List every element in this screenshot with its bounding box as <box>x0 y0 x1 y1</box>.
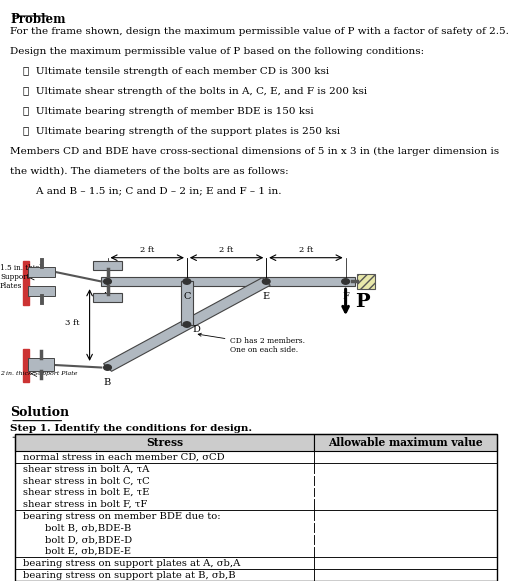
Text: 2 ft: 2 ft <box>140 246 155 254</box>
Polygon shape <box>28 267 55 277</box>
Polygon shape <box>181 282 193 325</box>
Text: bolt E, σb,BDE-E: bolt E, σb,BDE-E <box>45 547 131 556</box>
Bar <box>314 475 497 487</box>
Text: E: E <box>263 292 270 301</box>
Bar <box>314 487 497 498</box>
Bar <box>15 475 314 487</box>
Bar <box>314 434 497 451</box>
Text: D: D <box>192 325 200 333</box>
Polygon shape <box>23 261 29 305</box>
Text: ✓  Ultimate shear strength of the bolts in A, C, E, and F is 200 ksi: ✓ Ultimate shear strength of the bolts i… <box>23 87 367 96</box>
Circle shape <box>103 365 112 370</box>
Text: P: P <box>355 293 370 311</box>
Text: Stress: Stress <box>146 437 183 448</box>
Text: the width). The diameters of the bolts are as follows:: the width). The diameters of the bolts a… <box>10 167 289 176</box>
Text: Problem: Problem <box>10 13 66 26</box>
Text: 1.5 in. thick
Support
Plates: 1.5 in. thick Support Plates <box>0 264 44 290</box>
Bar <box>314 522 497 534</box>
Polygon shape <box>93 261 122 270</box>
Text: ✓  Ultimate bearing strength of the support plates is 250 ksi: ✓ Ultimate bearing strength of the suppo… <box>23 127 340 136</box>
Text: Allowable maximum value: Allowable maximum value <box>328 437 483 448</box>
Bar <box>15 522 314 534</box>
Bar <box>15 510 314 522</box>
Bar <box>314 510 497 522</box>
Circle shape <box>183 279 191 284</box>
Bar <box>15 451 314 463</box>
Bar <box>15 463 314 475</box>
Text: bolt B, σb,BDE-B: bolt B, σb,BDE-B <box>45 523 132 532</box>
Bar <box>15 557 314 569</box>
Bar <box>15 546 314 557</box>
Polygon shape <box>101 277 355 286</box>
Bar <box>314 498 497 510</box>
Text: bolt D, σb,BDE-D: bolt D, σb,BDE-D <box>45 535 133 544</box>
Polygon shape <box>28 358 54 371</box>
Text: shear stress in bolt A, τA: shear stress in bolt A, τA <box>23 465 149 474</box>
Polygon shape <box>23 349 29 382</box>
Text: Members CD and BDE have cross-sectional dimensions of 5 in x 3 in (the larger di: Members CD and BDE have cross-sectional … <box>10 147 499 156</box>
Text: 3 ft: 3 ft <box>65 319 79 327</box>
Bar <box>15 569 314 581</box>
Polygon shape <box>28 286 55 296</box>
Text: 2 in. thick Support Plate: 2 in. thick Support Plate <box>0 371 77 376</box>
Text: A: A <box>101 292 109 301</box>
Text: C: C <box>183 292 190 301</box>
Bar <box>314 451 497 463</box>
Bar <box>314 569 497 581</box>
Text: Solution: Solution <box>10 406 69 419</box>
Text: ✓  Ultimate bearing strength of member BDE is 150 ksi: ✓ Ultimate bearing strength of member BD… <box>23 107 313 116</box>
Text: A and B – 1.5 in; C and D – 2 in; E and F – 1 in.: A and B – 1.5 in; C and D – 2 in; E and … <box>10 187 282 196</box>
Text: ✓  Ultimate tensile strength of each member CD is 300 ksi: ✓ Ultimate tensile strength of each memb… <box>23 67 329 76</box>
Circle shape <box>263 279 270 284</box>
Text: normal stress in each member CD, σCD: normal stress in each member CD, σCD <box>23 453 224 462</box>
Polygon shape <box>103 278 270 371</box>
Polygon shape <box>357 274 375 289</box>
Bar <box>15 498 314 510</box>
Bar <box>15 534 314 546</box>
Text: CD has 2 members.
One on each side.: CD has 2 members. One on each side. <box>198 333 305 354</box>
Bar <box>314 557 497 569</box>
Text: shear stress in bolt C, τC: shear stress in bolt C, τC <box>23 476 150 485</box>
Text: bearing stress on support plates at A, σb,A: bearing stress on support plates at A, σ… <box>23 559 240 568</box>
Polygon shape <box>93 293 122 302</box>
Circle shape <box>342 279 349 284</box>
Text: bearing stress on support plate at B, σb,B: bearing stress on support plate at B, σb… <box>23 571 236 580</box>
Bar <box>15 434 314 451</box>
Text: For the frame shown, design the maximum permissible value of P with a factor of : For the frame shown, design the maximum … <box>10 27 509 37</box>
Text: shear stress in bolt F, τF: shear stress in bolt F, τF <box>23 500 147 509</box>
Text: Step 1. Identify the conditions for design.: Step 1. Identify the conditions for desi… <box>10 424 252 433</box>
Bar <box>15 487 314 498</box>
Circle shape <box>183 322 191 327</box>
Text: bearing stress on member BDE due to:: bearing stress on member BDE due to: <box>23 512 220 521</box>
Circle shape <box>103 279 112 284</box>
Text: Design the maximum permissible value of P based on the following conditions:: Design the maximum permissible value of … <box>10 47 424 56</box>
Text: 2 ft: 2 ft <box>298 246 313 254</box>
Text: B: B <box>104 378 111 387</box>
Bar <box>314 534 497 546</box>
Bar <box>314 463 497 475</box>
Text: F: F <box>342 292 349 301</box>
Text: shear stress in bolt E, τE: shear stress in bolt E, τE <box>23 488 149 497</box>
Text: 2 ft: 2 ft <box>219 246 234 254</box>
Bar <box>314 546 497 557</box>
